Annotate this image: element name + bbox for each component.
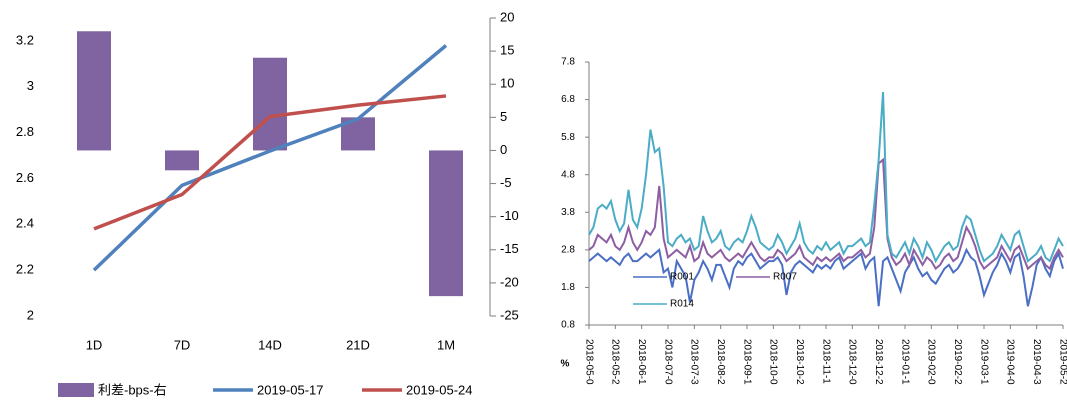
x-tick-label: 2019-03-1 — [978, 339, 989, 385]
y-tick-label: 2.2 — [16, 262, 34, 277]
y-tick-label: 3.8 — [561, 207, 575, 218]
legend-label: R014 — [670, 299, 694, 310]
x-tick-label: 2019-04-0 — [1005, 339, 1016, 385]
x-tick-label: 2018-08-2 — [715, 339, 726, 385]
legend-label: 2019-05-17 — [257, 382, 324, 397]
y2-tick-label: 20 — [500, 9, 514, 24]
x-tick-label: 2018-05-2 — [610, 339, 621, 385]
y2-tick-label: -20 — [500, 274, 519, 289]
x-tick-label: 2019-04-3 — [1031, 339, 1042, 385]
x-tick-label: 14D — [258, 337, 282, 352]
line — [92, 44, 448, 272]
legend-label: 2019-05-24 — [406, 382, 473, 397]
y2-tick-label: 10 — [500, 76, 514, 91]
x-tick-label: 2018-05-0 — [583, 339, 594, 385]
x-tick-label: 2019-05-2 — [1057, 339, 1067, 385]
x-tick-label: 2018-11-1 — [820, 339, 831, 384]
line — [588, 157, 1064, 271]
legend-label: 利差-bps-右 — [98, 382, 167, 397]
x-tick-label: 21D — [346, 337, 370, 352]
line — [588, 247, 1064, 307]
bar — [165, 150, 199, 171]
y-tick-label: 2.8 — [561, 244, 575, 255]
legend-label: R001 — [670, 272, 694, 283]
x-tick-label: 2018-12-2 — [873, 339, 884, 385]
x-tick-label: 2019-02-2 — [952, 339, 963, 385]
x-tick-label: 2018-12-0 — [847, 339, 858, 385]
bar — [77, 31, 111, 151]
x-tick-label: 1M — [437, 337, 455, 352]
y2-tick-label: 15 — [500, 43, 514, 58]
x-tick-label: 1D — [86, 337, 103, 352]
y-tick-label: 3 — [27, 78, 34, 93]
legend-swatch — [58, 383, 94, 397]
x-tick-label: 2019-02-0 — [926, 339, 937, 385]
y2-tick-label: -15 — [500, 241, 519, 256]
legend-label: R007 — [773, 272, 797, 283]
line — [93, 94, 447, 231]
y-tick-label: 4.8 — [561, 169, 575, 180]
y-tick-label: 3.2 — [16, 32, 34, 47]
x-tick-label: 2018-06-1 — [636, 339, 647, 385]
line — [588, 91, 1064, 264]
x-tick-label: 2018-07-0 — [662, 339, 673, 385]
y-tick-label: 2 — [27, 307, 34, 322]
bar — [429, 150, 463, 297]
y-tick-label: 2.4 — [16, 216, 34, 231]
x-tick-label: 2018-10-2 — [794, 339, 805, 385]
y2-tick-label: -25 — [500, 307, 519, 322]
x-tick-label: 2018-09-1 — [741, 339, 752, 385]
y-axis-label: % — [561, 359, 570, 370]
x-tick-label: 2018-07-3 — [689, 339, 700, 385]
y-tick-label: 2.8 — [16, 124, 34, 139]
y2-tick-label: -10 — [500, 208, 519, 223]
y2-tick-label: -5 — [500, 175, 512, 190]
y-tick-label: 0.8 — [561, 320, 575, 331]
x-tick-label: 7D — [174, 337, 191, 352]
bar — [253, 57, 287, 151]
y-tick-label: 1.8 — [561, 282, 575, 293]
y-tick-label: 2.6 — [16, 170, 34, 185]
x-tick-label: 2018-10-0 — [768, 339, 779, 385]
y-tick-label: 5.8 — [561, 132, 575, 143]
y2-tick-label: 0 — [500, 142, 507, 157]
x-tick-label: 2019-01-1 — [899, 339, 910, 385]
y2-tick-label: 5 — [500, 109, 507, 124]
y-tick-label: 6.8 — [561, 94, 575, 105]
y-tick-label: 7.8 — [561, 57, 575, 68]
